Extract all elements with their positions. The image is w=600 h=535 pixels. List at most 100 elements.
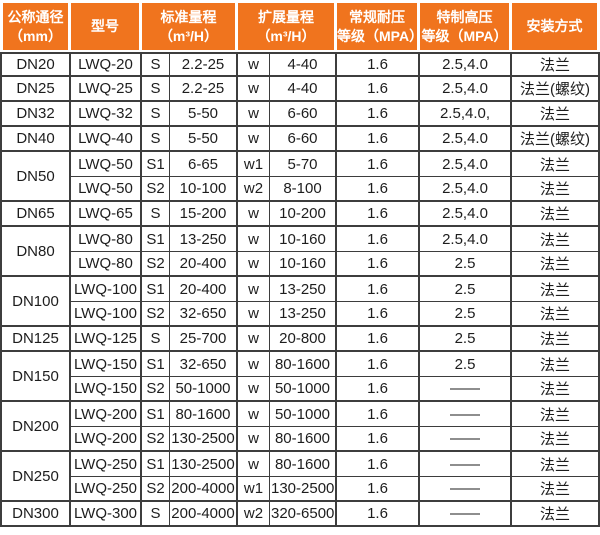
cell-install: 法兰 xyxy=(512,352,600,377)
cell-install: 法兰(螺纹) xyxy=(512,127,600,152)
header-install-method: 安装方式 xyxy=(512,0,600,52)
table-row: DN150 LWQ-150 S1 32-650 w 80-1600 1.6 2.5 法兰 xyxy=(0,352,600,402)
cell-ext-range: 80-1600 xyxy=(270,427,337,452)
cell-dn: DN32 xyxy=(0,102,71,127)
cell-ext-code: w xyxy=(238,377,270,402)
cell-std-code: S1 xyxy=(142,277,170,302)
cell-ext-code: w xyxy=(238,252,270,277)
cell-dn: DN20 xyxy=(0,52,71,77)
cell-ext-range: 50-1000 xyxy=(270,402,337,427)
cell-special-mpa: —— xyxy=(420,502,512,527)
cell-ext-code: w xyxy=(238,427,270,452)
cell-std-code: S1 xyxy=(142,402,170,427)
cell-model: LWQ-300 xyxy=(71,502,142,527)
cell-install: 法兰 xyxy=(512,477,600,502)
cell-install: 法兰 xyxy=(512,277,600,302)
cell-regular-mpa: 1.6 xyxy=(337,102,420,127)
header-regular-pressure: 常规耐压 等级（MPA） xyxy=(337,0,423,52)
table-header: 公称通径 （mm） 型号 标准量程 （m³/H） 扩展量程 （m³/H） 常规耐… xyxy=(0,0,600,52)
cell-dn: DN65 xyxy=(0,202,71,227)
cell-std-code: S xyxy=(142,327,170,352)
header-special-pressure: 特制高压 等级（MPA） xyxy=(420,0,512,52)
cell-std-range: 10-100 xyxy=(170,177,238,202)
cell-install: 法兰 xyxy=(512,402,600,427)
cell-model: LWQ-150 xyxy=(71,352,142,377)
cell-install: 法兰 xyxy=(512,302,600,327)
cell-ext-code: w1 xyxy=(238,152,270,177)
cell-std-code: S2 xyxy=(142,252,170,277)
cell-regular-mpa: 1.6 xyxy=(337,202,420,227)
cell-regular-mpa: 1.6 xyxy=(337,427,420,452)
cell-model: LWQ-125 xyxy=(71,327,142,352)
cell-dn: DN40 xyxy=(0,127,71,152)
cell-ext-range: 6-60 xyxy=(270,102,337,127)
cell-dn: DN150 xyxy=(0,352,71,402)
cell-ext-range: 13-250 xyxy=(270,277,337,302)
table-row: LWQ-200 S2 130-2500 w 80-1600 1.6 —— 法兰 xyxy=(0,427,600,452)
cell-std-code: S xyxy=(142,502,170,527)
cell-ext-range: 4-40 xyxy=(270,77,337,102)
cell-std-range: 200-4000 xyxy=(170,502,238,527)
cell-regular-mpa: 1.6 xyxy=(337,452,420,477)
cell-std-code: S xyxy=(142,127,170,152)
cell-model: LWQ-80 xyxy=(71,252,142,277)
header-model: 型号 xyxy=(71,0,142,52)
cell-special-mpa: —— xyxy=(420,452,512,477)
cell-ext-code: w xyxy=(238,202,270,227)
cell-install: 法兰 xyxy=(512,327,600,352)
cell-install: 法兰 xyxy=(512,227,600,252)
cell-ext-code: w xyxy=(238,327,270,352)
cell-std-range: 6-65 xyxy=(170,152,238,177)
cell-std-code: S2 xyxy=(142,302,170,327)
cell-model: LWQ-250 xyxy=(71,477,142,502)
table-row: DN200 LWQ-200 S1 80-1600 w 50-1000 1.6 —— 法兰 xyxy=(0,402,600,452)
cell-special-mpa: —— xyxy=(420,477,512,502)
cell-special-mpa: 2.5,4.0 xyxy=(420,52,512,77)
cell-model: LWQ-100 xyxy=(71,277,142,302)
cell-special-mpa: —— xyxy=(420,377,512,402)
cell-ext-code: w xyxy=(238,402,270,427)
table-row: DN25 LWQ-25 S 2.2-25 w 4-40 1.6 2.5,4.0 法兰(螺纹) xyxy=(0,77,600,102)
cell-regular-mpa: 1.6 xyxy=(337,327,420,352)
cell-regular-mpa: 1.6 xyxy=(337,52,420,77)
cell-ext-range: 10-200 xyxy=(270,202,337,227)
cell-ext-code: w xyxy=(238,352,270,377)
cell-ext-code: w xyxy=(238,102,270,127)
cell-std-range: 20-400 xyxy=(170,252,238,277)
cell-model: LWQ-32 xyxy=(71,102,142,127)
cell-install: 法兰(螺纹) xyxy=(512,77,600,102)
cell-special-mpa: 2.5,4.0 xyxy=(420,127,512,152)
cell-std-range: 32-650 xyxy=(170,302,238,327)
cell-regular-mpa: 1.6 xyxy=(337,177,420,202)
table-row: DN125 LWQ-125 S 25-700 w 20-800 1.6 2.5 法兰 xyxy=(0,327,600,352)
cell-std-code: S1 xyxy=(142,227,170,252)
cell-install: 法兰 xyxy=(512,177,600,202)
cell-model: LWQ-25 xyxy=(71,77,142,102)
cell-regular-mpa: 1.6 xyxy=(337,277,420,302)
table-body: DN20 LWQ-20 S 2.2-25 w 4-40 1.6 2.5,4.0 法兰 DN25 LW… xyxy=(0,52,600,527)
cell-install: 法兰 xyxy=(512,452,600,477)
cell-std-code: S1 xyxy=(142,152,170,177)
cell-std-code: S2 xyxy=(142,377,170,402)
table-row: DN20 LWQ-20 S 2.2-25 w 4-40 1.6 2.5,4.0 法兰 xyxy=(0,52,600,77)
cell-install: 法兰 xyxy=(512,377,600,402)
cell-std-range: 25-700 xyxy=(170,327,238,352)
cell-model: LWQ-50 xyxy=(71,177,142,202)
cell-model: LWQ-250 xyxy=(71,452,142,477)
cell-std-range: 200-4000 xyxy=(170,477,238,502)
cell-regular-mpa: 1.6 xyxy=(337,152,420,177)
cell-std-range: 15-200 xyxy=(170,202,238,227)
cell-model: LWQ-100 xyxy=(71,302,142,327)
cell-std-range: 130-2500 xyxy=(170,452,238,477)
cell-ext-code: w xyxy=(238,302,270,327)
cell-dn: DN100 xyxy=(0,277,71,327)
cell-ext-range: 10-160 xyxy=(270,252,337,277)
cell-regular-mpa: 1.6 xyxy=(337,127,420,152)
cell-special-mpa: 2.5 xyxy=(420,302,512,327)
cell-dn: DN125 xyxy=(0,327,71,352)
cell-install: 法兰 xyxy=(512,427,600,452)
cell-std-range: 20-400 xyxy=(170,277,238,302)
cell-install: 法兰 xyxy=(512,102,600,127)
cell-special-mpa: —— xyxy=(420,427,512,452)
cell-std-code: S2 xyxy=(142,427,170,452)
